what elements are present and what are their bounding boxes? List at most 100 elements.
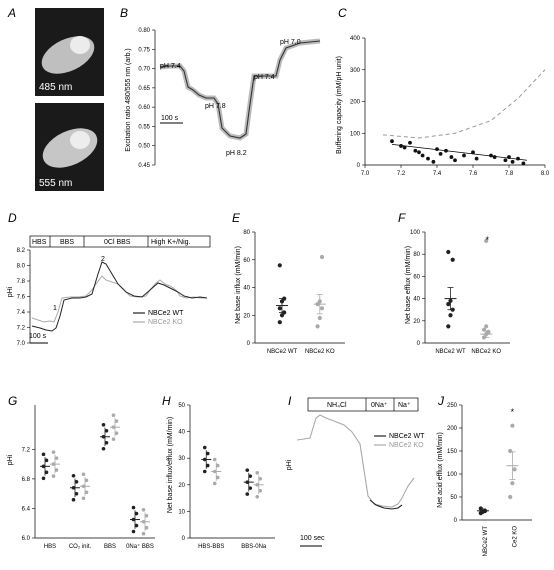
i-y-label: pHi — [286, 459, 293, 470]
b-y-tick-label: 0.50 — [138, 144, 150, 150]
j-y-tick-label: 50 — [450, 495, 457, 501]
c-point — [417, 150, 421, 155]
j-y-tick-label: 200 — [447, 426, 458, 432]
d-y-tick-label: 8.2 — [17, 248, 26, 254]
g-y-tick-label: 6.4 — [22, 506, 31, 512]
panel-label-g: G — [8, 394, 17, 408]
j-point — [478, 506, 483, 511]
h-y-tick-label: 10 — [178, 509, 185, 515]
h-point — [245, 468, 250, 472]
f-significance: * — [485, 235, 489, 245]
g-point — [104, 440, 109, 445]
c-x-tick-label: 8.0 — [541, 171, 550, 177]
g-point — [54, 468, 59, 472]
j-point — [510, 481, 515, 486]
d-y-label: pHi — [7, 286, 14, 297]
d-y-ticks: 7.0 7.2 7.4 7.6 7.8 8.0 8.2 — [17, 248, 30, 347]
i-trace-wt — [369, 499, 403, 510]
g-point — [111, 437, 116, 441]
j-y-tick-label: 100 — [447, 472, 458, 478]
d-bar-highk: High K+/Nig. — [151, 239, 191, 246]
h-point — [248, 474, 253, 478]
f-x-label: NBCe2 WT — [435, 349, 466, 355]
g-x-label: BBS — [104, 544, 116, 550]
g-point — [81, 496, 86, 501]
e-y-tick-label: 20 — [243, 313, 250, 319]
b-y-tick-label: 0.75 — [138, 47, 150, 53]
g-point — [74, 479, 79, 484]
i-trace-ko — [296, 414, 415, 508]
d-trace-wt — [31, 261, 208, 332]
g-point — [141, 531, 146, 536]
d-y-tick-label: 7.4 — [17, 310, 26, 316]
h-point — [205, 451, 210, 456]
c-point — [390, 139, 394, 144]
panel-label-j: J — [437, 394, 445, 408]
i-scalebar-label: 100 sec — [300, 535, 325, 542]
cell-nucleus-485 — [70, 36, 90, 54]
e-point — [317, 315, 322, 321]
g-point — [51, 450, 56, 454]
c-curve — [382, 69, 546, 139]
c-point — [503, 158, 508, 163]
g-point — [144, 513, 149, 518]
panel-i: I NH₄Cl 0Na⁺ Na⁺ pHi NBCe2 WT NBCe2 KO 1… — [286, 394, 425, 547]
i-bar-frame — [307, 397, 419, 412]
panel-j: J 0 50 100 150 200 250 NBCe2 WT Ce2 KO * Net aci… — [437, 394, 532, 556]
d-y-tick-label: 8.0 — [17, 264, 26, 270]
j-point — [510, 423, 515, 428]
e-y-tick-label: 0 — [247, 341, 251, 347]
panel-a: A 485 nm 555 nm — [7, 6, 104, 191]
c-x-tick-label: 7.2 — [397, 171, 406, 177]
j-point — [508, 494, 513, 500]
b-y-ticks: 0.80 0.75 0.70 0.65 0.60 0.55 0.50 0.45 — [138, 28, 155, 169]
c-point — [444, 148, 448, 153]
g-y-tick-label: 6.8 — [22, 477, 31, 483]
c-y-tick-label: 200 — [350, 100, 361, 106]
f-chart: 0 20 40 60 80 100 NBCe2 WT NBCe2 KO * — [410, 230, 510, 355]
e-y-tick-label: 80 — [243, 230, 250, 236]
d-bar-frame — [29, 235, 211, 248]
f-y-tick-label: 20 — [413, 319, 420, 325]
b-trace-band — [159, 38, 321, 141]
b-ann-ph70: pH 7.0 — [280, 39, 301, 46]
j-x-label: Ce2 KO — [512, 526, 518, 548]
f-y-tick-label: 0 — [417, 341, 421, 347]
j-chart: 0 50 100 150 200 250 NBCe2 WT Ce2 KO * — [447, 403, 532, 556]
h-point — [255, 494, 260, 499]
d-marker-2: 2 — [101, 256, 105, 263]
f-point — [446, 302, 451, 307]
i-condition-bar: NH₄Cl 0Na⁺ Na⁺ — [307, 397, 419, 412]
e-x-label: NBCe2 WT — [267, 349, 298, 355]
c-axes: 0 100 200 300 400 7.0 7.2 7.4 7.6 7.8 8.0 — [350, 36, 550, 177]
c-y-tick-label: 0 — [357, 163, 361, 169]
i-legend-wt: NBCe2 WT — [389, 433, 425, 440]
h-y-label: Net base influx/efflux (mM/min) — [167, 417, 174, 513]
panel-label-e: E — [232, 211, 241, 225]
h-point — [258, 477, 263, 481]
f-y-tick-label: 100 — [410, 230, 421, 236]
g-point — [141, 507, 146, 512]
c-point — [474, 156, 479, 161]
g-point — [54, 456, 59, 460]
b-ann-ph78: pH 7.8 — [205, 103, 226, 110]
label-555: 555 nm — [39, 178, 72, 189]
f-outlier — [484, 238, 489, 243]
j-point — [508, 448, 513, 454]
e-point — [319, 254, 325, 260]
d-y-tick-label: 7.2 — [17, 326, 26, 332]
g-point — [44, 458, 49, 463]
h-point — [255, 471, 260, 475]
panel-label-a: A — [7, 6, 16, 20]
f-y-tick-label: 80 — [413, 252, 420, 258]
f-point — [446, 249, 451, 255]
d-y-tick-label: 7.6 — [17, 295, 26, 301]
panel-f: F 0 20 40 60 80 100 NBCe2 WT NBCe2 KO * Net base… — [398, 211, 510, 355]
i-bar-0na: 0Na⁺ — [371, 402, 388, 409]
c-point — [420, 153, 425, 158]
c-fit-line — [391, 143, 528, 161]
b-y-tick-label: 0.70 — [138, 67, 150, 73]
h-point — [212, 481, 217, 486]
d-y-tick-label: 7.8 — [17, 279, 26, 285]
